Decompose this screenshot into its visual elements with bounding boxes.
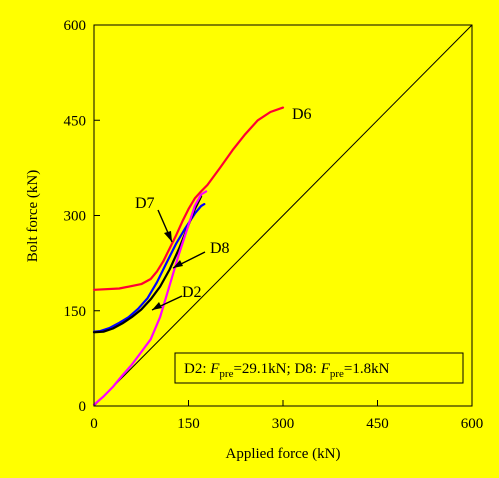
legend-d2-value: =29.1kN;: [233, 361, 294, 377]
y-tick-label-2: 300: [64, 209, 87, 225]
reference-line-layer: [93, 24, 473, 407]
series-line-d6: [92, 106, 285, 291]
series-label-d7: D7: [135, 195, 155, 212]
legend-d2-prefix: D2:: [184, 361, 210, 377]
legend-box: D2: Fpre=29.1kN; D8: Fpre=1.8kN: [174, 352, 464, 384]
x-axis-title: Applied force (kN): [226, 446, 341, 462]
x-tick-label-2: 300: [272, 416, 295, 432]
arrow-d2: [151, 295, 183, 311]
legend-subscript-2: pre: [330, 368, 344, 380]
x-tick-label-0: 0: [90, 416, 98, 432]
y-tick-label-4: 600: [64, 18, 87, 34]
y-tick-label-3: 450: [64, 113, 87, 129]
legend-text: D2: Fpre=29.1kN; D8: Fpre=1.8kN: [184, 361, 390, 380]
x-tick-label-3: 450: [366, 416, 389, 432]
series-label-d2: D2: [182, 284, 202, 301]
ticks-layer: 0 150 300 450 600 0 150 300 450 600: [64, 18, 484, 432]
series-line-d2: [92, 190, 208, 406]
y-tick-label-1: 150: [64, 304, 87, 320]
legend-box-border: [174, 352, 464, 384]
legend-f-symbol-1: F: [209, 361, 220, 377]
diagonal-reference-line: [93, 24, 473, 407]
legend-f-symbol-2: F: [320, 361, 331, 377]
arrow-d7: [157, 209, 173, 243]
series-label-d8: D8: [210, 240, 230, 257]
legend-subscript-1: pre: [219, 368, 233, 380]
series-layer: [92, 106, 285, 406]
y-tick-label-0: 0: [79, 399, 87, 415]
arrow-d8: [172, 251, 206, 269]
legend-d8-prefix: D8:: [294, 361, 320, 377]
series-label-d6: D6: [292, 106, 312, 123]
x-tick-label-4: 600: [461, 416, 484, 432]
legend-d8-value: =1.8kN: [344, 361, 390, 377]
y-axis-title: Bolt force (kN): [25, 170, 41, 262]
x-tick-label-1: 150: [177, 416, 200, 432]
